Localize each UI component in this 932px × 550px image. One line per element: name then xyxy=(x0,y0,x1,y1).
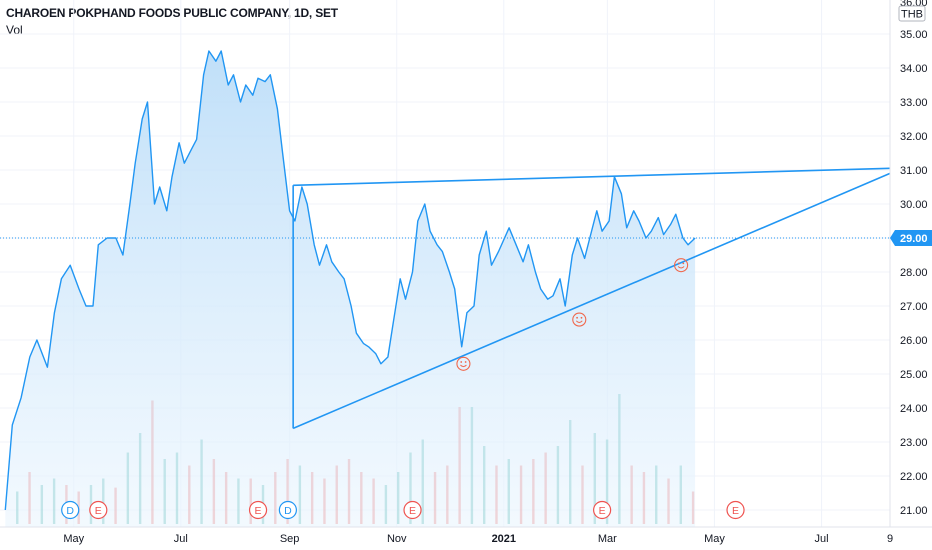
price-tick-label: 28.00 xyxy=(900,267,928,279)
time-tick-label: Jul xyxy=(815,533,829,545)
time-axis[interactable]: May Jul Sep Nov 2021 Mar May Jul 9 xyxy=(0,526,932,545)
smiley-markers[interactable] xyxy=(456,258,689,371)
price-tick-label-partial: 36.00 xyxy=(900,0,928,9)
dividend-marker[interactable]: D xyxy=(278,500,297,520)
price-line xyxy=(4,50,696,511)
last-price-badge: 29.00 xyxy=(890,230,932,246)
time-tick-label: Jul xyxy=(174,533,188,545)
earnings-marker[interactable]: E xyxy=(593,500,612,520)
earnings-marker[interactable]: E xyxy=(726,500,745,520)
price-tick-label: 27.00 xyxy=(900,301,928,313)
event-marker-label: D xyxy=(284,505,292,517)
price-tick-label: 31.00 xyxy=(900,165,928,177)
drawings[interactable] xyxy=(292,167,891,430)
last-price-label: 29.00 xyxy=(900,233,928,245)
event-marker-label: E xyxy=(255,505,262,517)
price-series-line xyxy=(4,50,696,511)
earnings-marker[interactable]: E xyxy=(248,500,268,520)
price-tick-label: 30.00 xyxy=(900,199,928,211)
time-tick-label: Nov xyxy=(387,533,407,545)
event-marker-label: E xyxy=(732,505,739,517)
time-tick-label: Sep xyxy=(280,533,300,545)
event-marker-label: D xyxy=(66,505,74,517)
smiley-icon[interactable] xyxy=(674,258,689,273)
price-tick-label: 26.00 xyxy=(900,335,928,347)
time-tick-label: May xyxy=(704,533,725,545)
time-tick-label: Mar xyxy=(598,533,617,545)
price-tick-label: 24.00 xyxy=(900,403,928,415)
earnings-marker[interactable]: E xyxy=(403,500,422,520)
price-tick-label: 35.00 xyxy=(900,29,928,41)
price-tick-label: 25.00 xyxy=(900,369,928,381)
price-area xyxy=(5,51,696,527)
dividend-marker[interactable]: D xyxy=(61,500,80,520)
chart-title: CHAROEN POKPHAND FOODS PUBLIC COMPANY, 1… xyxy=(6,6,338,20)
price-axis[interactable]: 21.00 22.00 23.00 24.00 25.00 26.00 27.00 28.00… xyxy=(0,0,932,527)
price-tick-label: 23.00 xyxy=(900,437,928,449)
event-marker-label: E xyxy=(409,505,416,517)
price-tick-label: 21.00 xyxy=(900,505,928,517)
price-area-fill xyxy=(5,51,696,527)
event-marker-label: E xyxy=(95,505,102,517)
price-tick-label: 32.00 xyxy=(900,131,928,143)
currency-badge[interactable]: THB xyxy=(898,5,926,22)
event-marker-label: E xyxy=(599,505,606,517)
price-tick-label: 34.00 xyxy=(900,63,928,75)
price-tick-label: 33.00 xyxy=(900,97,928,109)
time-tick-label: May xyxy=(63,533,84,545)
trendline[interactable] xyxy=(292,172,891,430)
currency-label: THB xyxy=(901,9,923,21)
earnings-marker[interactable]: E xyxy=(89,500,108,520)
price-tick-label: 22.00 xyxy=(900,471,928,483)
time-tick-label: 9 xyxy=(887,533,893,545)
trendline[interactable] xyxy=(293,167,891,187)
smiley-icon[interactable] xyxy=(572,312,587,327)
time-tick-label: 2021 xyxy=(492,533,516,545)
smiley-icon[interactable] xyxy=(456,356,471,371)
